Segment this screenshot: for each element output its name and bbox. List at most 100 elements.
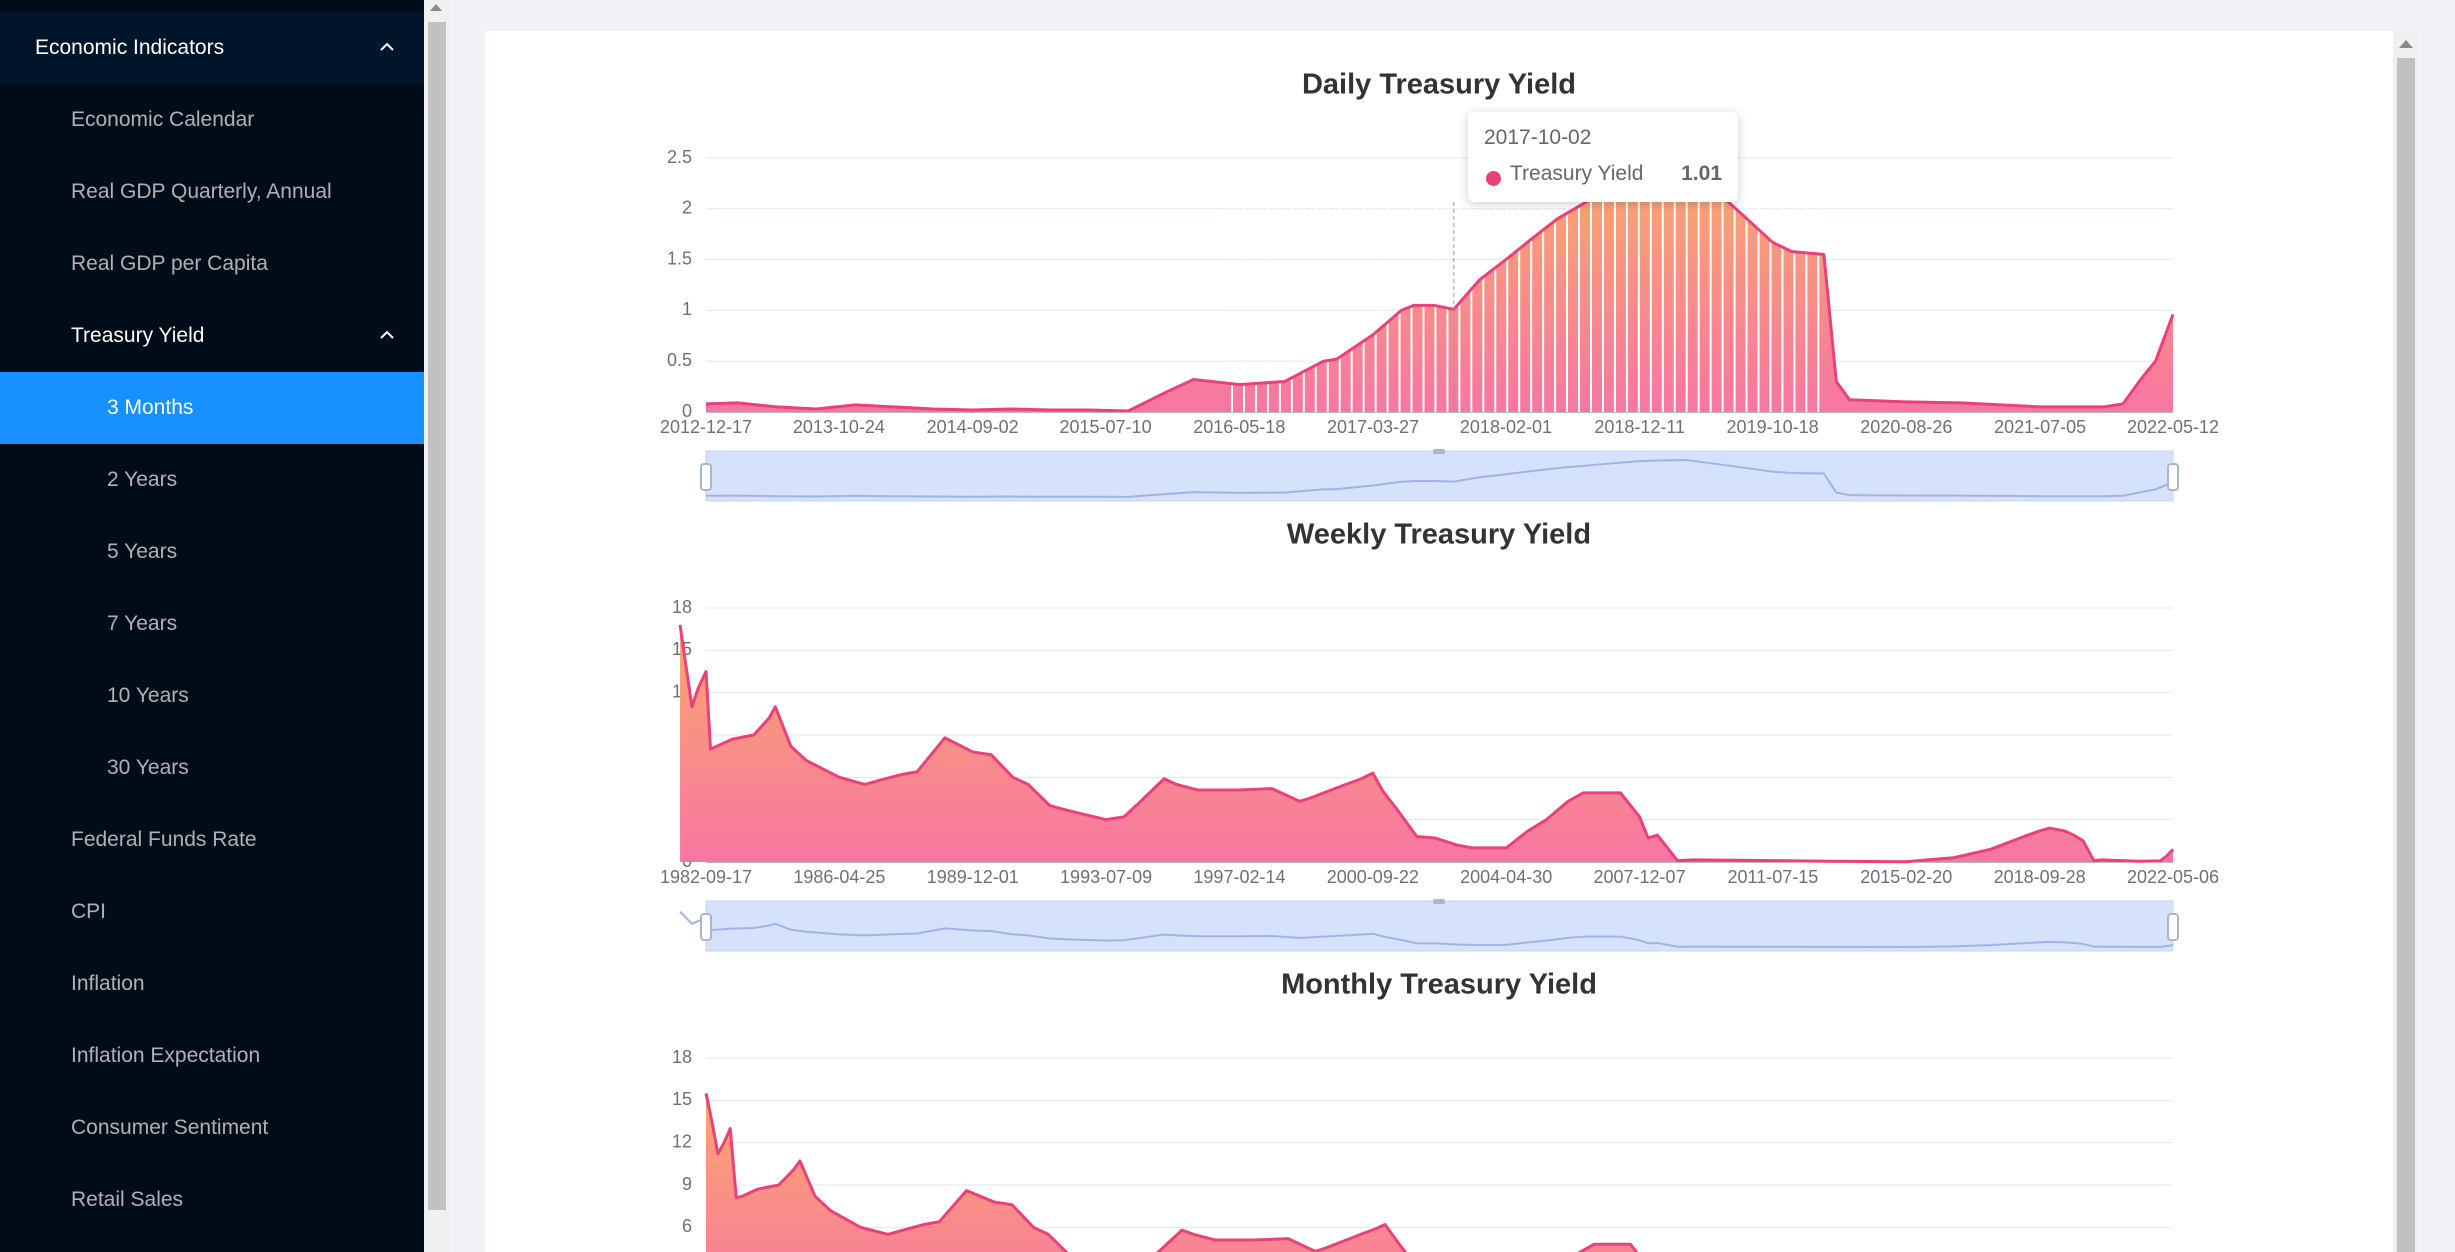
- sidebar-item-label: 7 Years: [107, 612, 178, 635]
- zoom-slider-preview: [705, 459, 2174, 498]
- sidebar-item-10-years[interactable]: 10 Years: [0, 660, 424, 732]
- zoom-move-handle[interactable]: [1433, 449, 1445, 454]
- daily-area-fill: [706, 165, 2173, 412]
- x-tick-label: 1997-02-14: [1193, 867, 1285, 887]
- monthly-series-line: [704, 1092, 1639, 1252]
- x-tick-label: 2020-08-26: [1860, 417, 1952, 437]
- sidebar-item-30-years[interactable]: 30 Years: [0, 732, 424, 804]
- x-tick-label: 1993-07-09: [1060, 867, 1152, 887]
- sidebar-item-treasury-yield[interactable]: Treasury Yield: [0, 300, 424, 372]
- sidebar-scroll-up-arrow-icon[interactable]: [430, 4, 442, 11]
- tooltip-series-name: Treasury Yield: [1510, 162, 1644, 185]
- zoom-slider-track[interactable]: [705, 450, 2174, 502]
- x-tick-label: 2021-07-05: [1994, 417, 2086, 437]
- sidebar-item-label: 30 Years: [107, 756, 189, 779]
- sidebar-item-label: Real GDP per Capita: [71, 252, 268, 275]
- monthly-chart: Monthly Treasury Yield0369121518: [672, 969, 2173, 1252]
- tooltip-date: 2017-10-02: [1484, 126, 1592, 149]
- sidebar-item-cpi[interactable]: CPI: [0, 876, 424, 948]
- sidebar-item-7-years[interactable]: 7 Years: [0, 588, 424, 660]
- y-tick-label: 9: [682, 1174, 692, 1194]
- charts-panel: Daily Treasury Yield 0 0.5 1 1.5 2 2.5 2012-12-…: [485, 31, 2393, 1252]
- sidebar-item-inflation-expectation[interactable]: Inflation Expectation: [0, 1020, 424, 1092]
- x-tick-label: 2013-10-24: [793, 417, 885, 437]
- sidebar-item-3-months[interactable]: 3 Months: [0, 372, 424, 444]
- x-tick-label: 1989-12-01: [927, 867, 1019, 887]
- sidebar-item-label: Real GDP Quarterly, Annual: [71, 180, 332, 203]
- sidebar-item-label: Economic Calendar: [71, 108, 255, 131]
- sidebar-item-label: 10 Years: [107, 684, 189, 707]
- tooltip-series-dot: [1486, 171, 1501, 186]
- sidebar-item-label: 5 Years: [107, 540, 178, 563]
- zoom-handle-left[interactable]: [700, 463, 712, 491]
- sidebar-item-label: Inflation: [71, 972, 145, 995]
- monthly-area-fill: [706, 1093, 1637, 1252]
- sidebar-item-label: Inflation Expectation: [71, 1044, 261, 1067]
- x-tick-label: 2019-10-18: [1727, 417, 1819, 437]
- daily-chart-title: Daily Treasury Yield: [1302, 69, 1576, 101]
- sidebar-item-inflation[interactable]: Inflation: [0, 948, 424, 1020]
- weekly-chart: Weekly Treasury Yield03691215181982-09-1…: [660, 519, 2219, 952]
- x-tick-label: 2000-09-22: [1327, 867, 1419, 887]
- sidebar-item-consumer-sentiment[interactable]: Consumer Sentiment: [0, 1092, 424, 1164]
- x-tick-label: 2022-05-12: [2127, 417, 2219, 437]
- zoom-handle-left[interactable]: [700, 913, 712, 941]
- chevron-up-icon: [380, 42, 394, 51]
- y-tick-label: 6: [682, 1216, 692, 1236]
- x-tick-label: 2015-07-10: [1060, 417, 1152, 437]
- charts-canvas: Daily Treasury Yield 0 0.5 1 1.5 2 2.5 2012-12-…: [660, 69, 2219, 1252]
- x-tick-label: 2022-05-06: [2127, 867, 2219, 887]
- sidebar-item-label: Federal Funds Rate: [71, 828, 257, 851]
- y-tick-label: 15: [672, 1089, 692, 1109]
- zoom-handle-right[interactable]: [2167, 913, 2179, 941]
- x-tick-label: 1986-04-25: [793, 867, 885, 887]
- sidebar-item-5-years[interactable]: 5 Years: [0, 516, 424, 588]
- x-tick-label: 2004-04-30: [1460, 867, 1552, 887]
- sidebar-item-federal-funds-rate[interactable]: Federal Funds Rate: [0, 804, 424, 876]
- daily-zoom-slider[interactable]: [700, 449, 2179, 502]
- y-tick-label: 18: [672, 1047, 692, 1067]
- x-tick-label: 2018-09-28: [1994, 867, 2086, 887]
- main-scroll-up-arrow-icon[interactable]: [2399, 40, 2413, 48]
- y-tick-label: 1.5: [667, 248, 692, 268]
- daily-chart: Daily Treasury Yield 0 0.5 1 1.5 2 2.5 2012-12-…: [660, 69, 2219, 502]
- zoom-handle-right[interactable]: [2167, 463, 2179, 491]
- sidebar-item-label: Economic Indicators: [35, 36, 225, 59]
- sidebar-item-retail-sales[interactable]: Retail Sales: [0, 1164, 424, 1236]
- x-tick-label: 2012-12-17: [660, 417, 752, 437]
- monthly-chart-title: Monthly Treasury Yield: [1281, 969, 1597, 1001]
- sidebar-item-2-years[interactable]: 2 Years: [0, 444, 424, 516]
- chevron-up-icon: [380, 330, 394, 339]
- main-scrollbar-thumb[interactable]: [2397, 58, 2415, 1252]
- sidebar-item-real-gdp-quarterly-annual[interactable]: Real GDP Quarterly, Annual: [0, 156, 424, 228]
- chart-tooltip: 2017-10-02 Treasury Yield 1.01: [1468, 112, 1738, 202]
- zoom-slider-preview: [679, 910, 2174, 948]
- sidebar-scrollbar-thumb[interactable]: [428, 22, 446, 1210]
- x-tick-label: 2015-02-20: [1860, 867, 1952, 887]
- tooltip-value: 1.01: [1681, 162, 1722, 185]
- x-tick-label: 2018-02-01: [1460, 417, 1552, 437]
- y-tick-label: 18: [672, 597, 692, 617]
- x-tick-label: 2014-09-02: [927, 417, 1019, 437]
- weekly-zoom-slider[interactable]: [679, 899, 2179, 952]
- zoom-move-handle[interactable]: [1433, 899, 1445, 904]
- y-tick-label: 1: [682, 299, 692, 319]
- x-tick-label: 2007-12-07: [1594, 867, 1686, 887]
- y-tick-label: 12: [672, 1131, 692, 1151]
- x-tick-label: 2016-05-18: [1193, 417, 1285, 437]
- x-tick-label: 2011-07-15: [1728, 867, 1819, 887]
- y-tick-label: 0: [682, 401, 692, 421]
- sidebar-item-real-gdp-per-capita[interactable]: Real GDP per Capita: [0, 228, 424, 300]
- weekly-series-line: [678, 624, 2175, 864]
- weekly-area-fill: [680, 624, 2173, 862]
- y-tick-label: 2.5: [667, 147, 692, 167]
- sidebar-item-economic-calendar[interactable]: Economic Calendar: [0, 84, 424, 156]
- sidebar-item-economic-indicators[interactable]: Economic Indicators: [0, 12, 424, 84]
- weekly-chart-title: Weekly Treasury Yield: [1287, 519, 1591, 551]
- sidebar-item-label: 2 Years: [107, 468, 178, 491]
- sidebar-item-label: Treasury Yield: [71, 324, 205, 347]
- y-tick-label: 0.5: [667, 350, 692, 370]
- x-tick-label: 2018-12-11: [1594, 417, 1685, 437]
- sidebar-menu: Economic Indicators Economic Calendar Real…: [0, 0, 424, 1252]
- sidebar-item-label: Consumer Sentiment: [71, 1116, 269, 1139]
